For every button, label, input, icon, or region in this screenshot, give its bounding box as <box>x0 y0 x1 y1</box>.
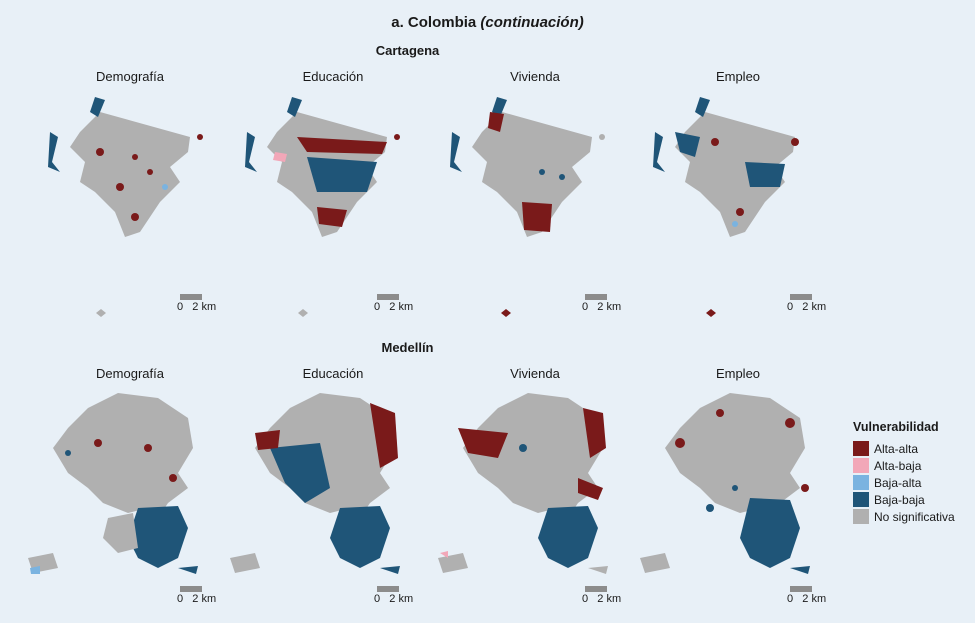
legend-item: Baja-alta <box>853 474 955 491</box>
scale-bar <box>180 586 202 592</box>
legend-item: No significativa <box>853 508 955 525</box>
scale-bar <box>790 294 812 300</box>
map-medellin-educacion <box>230 393 400 574</box>
legend-item: Alta-alta <box>853 440 955 457</box>
city-title-medellin: Medellín <box>381 340 434 355</box>
panel-label-cartagena-vivienda: Vivienda <box>510 69 560 84</box>
map-cartagena-educacion <box>245 97 400 237</box>
legend-swatch <box>853 492 869 507</box>
island-marker <box>96 309 106 317</box>
legend: Vulnerabilidad Alta-alta Alta-baja Baja-… <box>853 420 955 525</box>
scale-label: 0 2 km <box>582 301 622 313</box>
map-medellin-empleo <box>640 393 810 574</box>
legend-item: Baja-baja <box>853 491 955 508</box>
panel-label-medellin-educacion: Educación <box>302 366 364 381</box>
figure-title: a. Colombia (continuación) <box>0 14 975 31</box>
figure-title-main: a. Colombia <box>391 14 477 31</box>
island-marker <box>706 309 716 317</box>
panel-label-cartagena-demografia: Demografía <box>96 69 164 84</box>
island-marker <box>501 309 511 317</box>
island-marker <box>298 309 308 317</box>
map-medellin-demografia <box>28 393 198 574</box>
scale-bar <box>377 294 399 300</box>
map-medellin-vivienda <box>438 393 608 574</box>
legend-swatch <box>853 475 869 490</box>
map-cartagena-demografia <box>48 97 203 237</box>
panel-label-cartagena-educacion: Educación <box>302 69 364 84</box>
map-cartagena-empleo <box>653 97 799 237</box>
panel-label-medellin-vivienda: Vivienda <box>510 366 560 381</box>
city-title-cartagena: Cartagena <box>375 43 440 58</box>
legend-swatch <box>853 458 869 473</box>
figure-title-suffix: (continuación) <box>480 14 584 31</box>
legend-swatch <box>853 509 869 524</box>
scale-bar <box>585 294 607 300</box>
scale-label: 0 2 km <box>374 593 414 605</box>
map-cartagena-vivienda <box>450 97 605 237</box>
scale-bar <box>585 586 607 592</box>
legend-item: Alta-baja <box>853 457 955 474</box>
scale-label: 0 2 km <box>787 301 827 313</box>
scale-bar <box>180 294 202 300</box>
panel-label-cartagena-empleo: Empleo <box>715 69 761 84</box>
scale-label: 0 2 km <box>582 593 622 605</box>
legend-swatch <box>853 441 869 456</box>
scale-label: 0 2 km <box>177 301 217 313</box>
scale-bar <box>377 586 399 592</box>
scale-label: 0 2 km <box>374 301 414 313</box>
panel-label-medellin-empleo: Empleo <box>715 366 761 381</box>
scale-label: 0 2 km <box>787 593 827 605</box>
legend-title: Vulnerabilidad <box>853 420 939 434</box>
scale-bar <box>790 586 812 592</box>
panel-label-medellin-demografia: Demografía <box>96 366 164 381</box>
scale-label: 0 2 km <box>177 593 217 605</box>
